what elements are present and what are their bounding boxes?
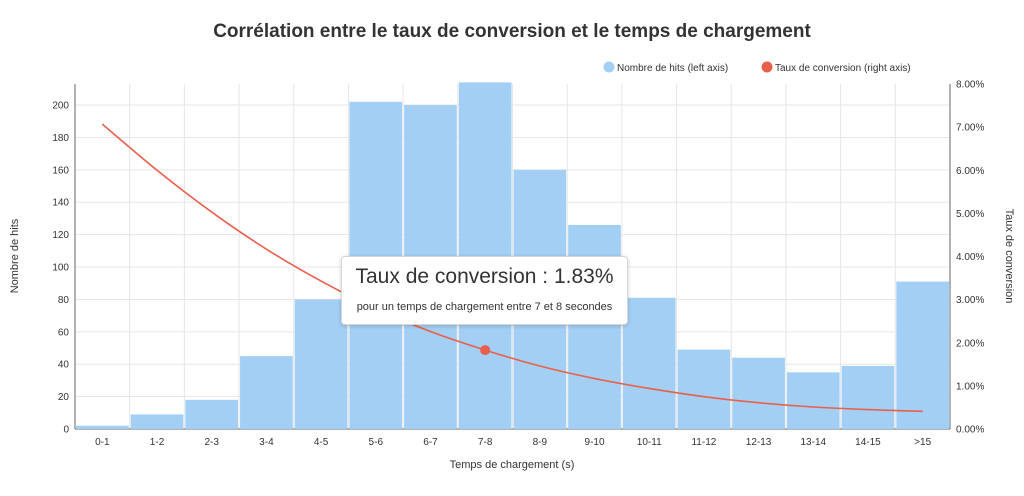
y-tick-right: 7.00%	[956, 123, 984, 134]
legend-label-hits: Nombre de hits (left axis)	[617, 63, 728, 74]
bar->15[interactable]	[896, 281, 949, 429]
left-axis: 0 20 40 60 80 100 120 140 160 180 200	[52, 101, 69, 436]
bar-2-3[interactable]	[185, 399, 239, 429]
y-tick-left: 0	[63, 425, 69, 436]
tooltip: Taux de conversion : 1.83% pour un temps…	[341, 256, 628, 325]
x-axis: 0-1 1-2 2-3 3-4 4-5 5-6 6-7 7-8 8-9 9-10 10-11 11-1…	[95, 437, 931, 448]
y-tick-right: 2.00%	[956, 338, 984, 349]
x-tick-3-4: 3-4	[259, 437, 274, 448]
bar-1-2[interactable]	[130, 414, 184, 429]
y-tick-right: 4.00%	[956, 252, 984, 263]
x-tick-11-12: 11-12	[691, 437, 716, 448]
x-tick-6-7: 6-7	[423, 437, 438, 448]
y-tick-left: 180	[52, 133, 69, 144]
x-tick-14-15: 14-15	[855, 437, 881, 448]
x-tick-13-14: 13-14	[800, 437, 826, 448]
y-tick-right: 3.00%	[956, 295, 984, 306]
y-axis-title-left: Nombre de hits	[9, 218, 21, 293]
x-tick-4-5: 4-5	[314, 437, 329, 448]
y-tick-left: 80	[58, 295, 70, 306]
y-tick-left: 200	[52, 101, 69, 112]
x-tick-1-2: 1-2	[150, 437, 165, 448]
legend-label-conversion: Taux de conversion (right axis)	[775, 63, 911, 74]
tooltip-subtitle: pour un temps de chargement entre 7 et 8…	[356, 301, 613, 313]
conversion-point-highlighted[interactable]	[480, 345, 491, 356]
bar-10-11[interactable]	[622, 297, 676, 429]
bar-13-14[interactable]	[786, 372, 840, 429]
chart-title: Corrélation entre le taux de conversion …	[213, 21, 811, 42]
bar-12-13[interactable]	[732, 357, 785, 429]
y-tick-left: 40	[58, 360, 70, 371]
legend-marker-conversion	[761, 61, 773, 73]
conversion-line	[101, 123, 923, 413]
legend-marker-hits	[603, 61, 615, 73]
bar-11-12[interactable]	[677, 349, 731, 429]
legend: Nombre de hits (left axis) Taux de conve…	[603, 61, 911, 75]
x-tick-8-9: 8-9	[533, 437, 548, 448]
conversion-line-path	[101, 123, 923, 413]
bar-7-8[interactable]	[458, 82, 512, 429]
x-tick-10-11: 10-11	[637, 437, 662, 448]
x-tick-2-3: 2-3	[204, 437, 219, 448]
y-tick-right: 1.00%	[956, 381, 984, 392]
y-tick-right: 6.00%	[956, 166, 984, 177]
bar-3-4[interactable]	[240, 356, 293, 429]
bar-4-5[interactable]	[294, 299, 348, 429]
right-axis: 0.00% 1.00% 2.00% 3.00% 4.00% 5.00% 6.00% 7.00%…	[956, 80, 984, 436]
x-tick-9-10: 9-10	[585, 437, 605, 448]
x-tick-0-1: 0-1	[95, 437, 110, 448]
y-tick-right: 8.00%	[956, 80, 984, 91]
x-axis-title: Temps de chargement (s)	[450, 459, 575, 471]
bar-0-1[interactable]	[76, 425, 129, 429]
x-tick-7-8: 7-8	[478, 437, 493, 448]
y-tick-left: 20	[58, 392, 70, 403]
y-tick-right: 0.00%	[956, 425, 984, 436]
x-tick-12-13: 12-13	[746, 437, 772, 448]
y-tick-right: 5.00%	[956, 209, 984, 220]
y-axis-title-right: Taux de conversion	[1003, 209, 1015, 304]
x-tick-5-6: 5-6	[369, 437, 384, 448]
y-tick-left: 140	[52, 198, 69, 209]
tooltip-title: Taux de conversion : 1.83%	[355, 265, 614, 288]
legend-item-hits[interactable]: Nombre de hits (left axis)	[603, 61, 729, 75]
y-tick-left: 100	[52, 263, 69, 274]
bar-14-15[interactable]	[841, 365, 895, 429]
x-tick->15: >15	[914, 437, 931, 448]
y-tick-left: 60	[58, 327, 70, 338]
bars	[76, 82, 949, 430]
legend-item-conversion[interactable]: Taux de conversion (right axis)	[761, 61, 911, 75]
y-tick-left: 120	[52, 230, 69, 241]
y-tick-left: 160	[52, 165, 69, 176]
